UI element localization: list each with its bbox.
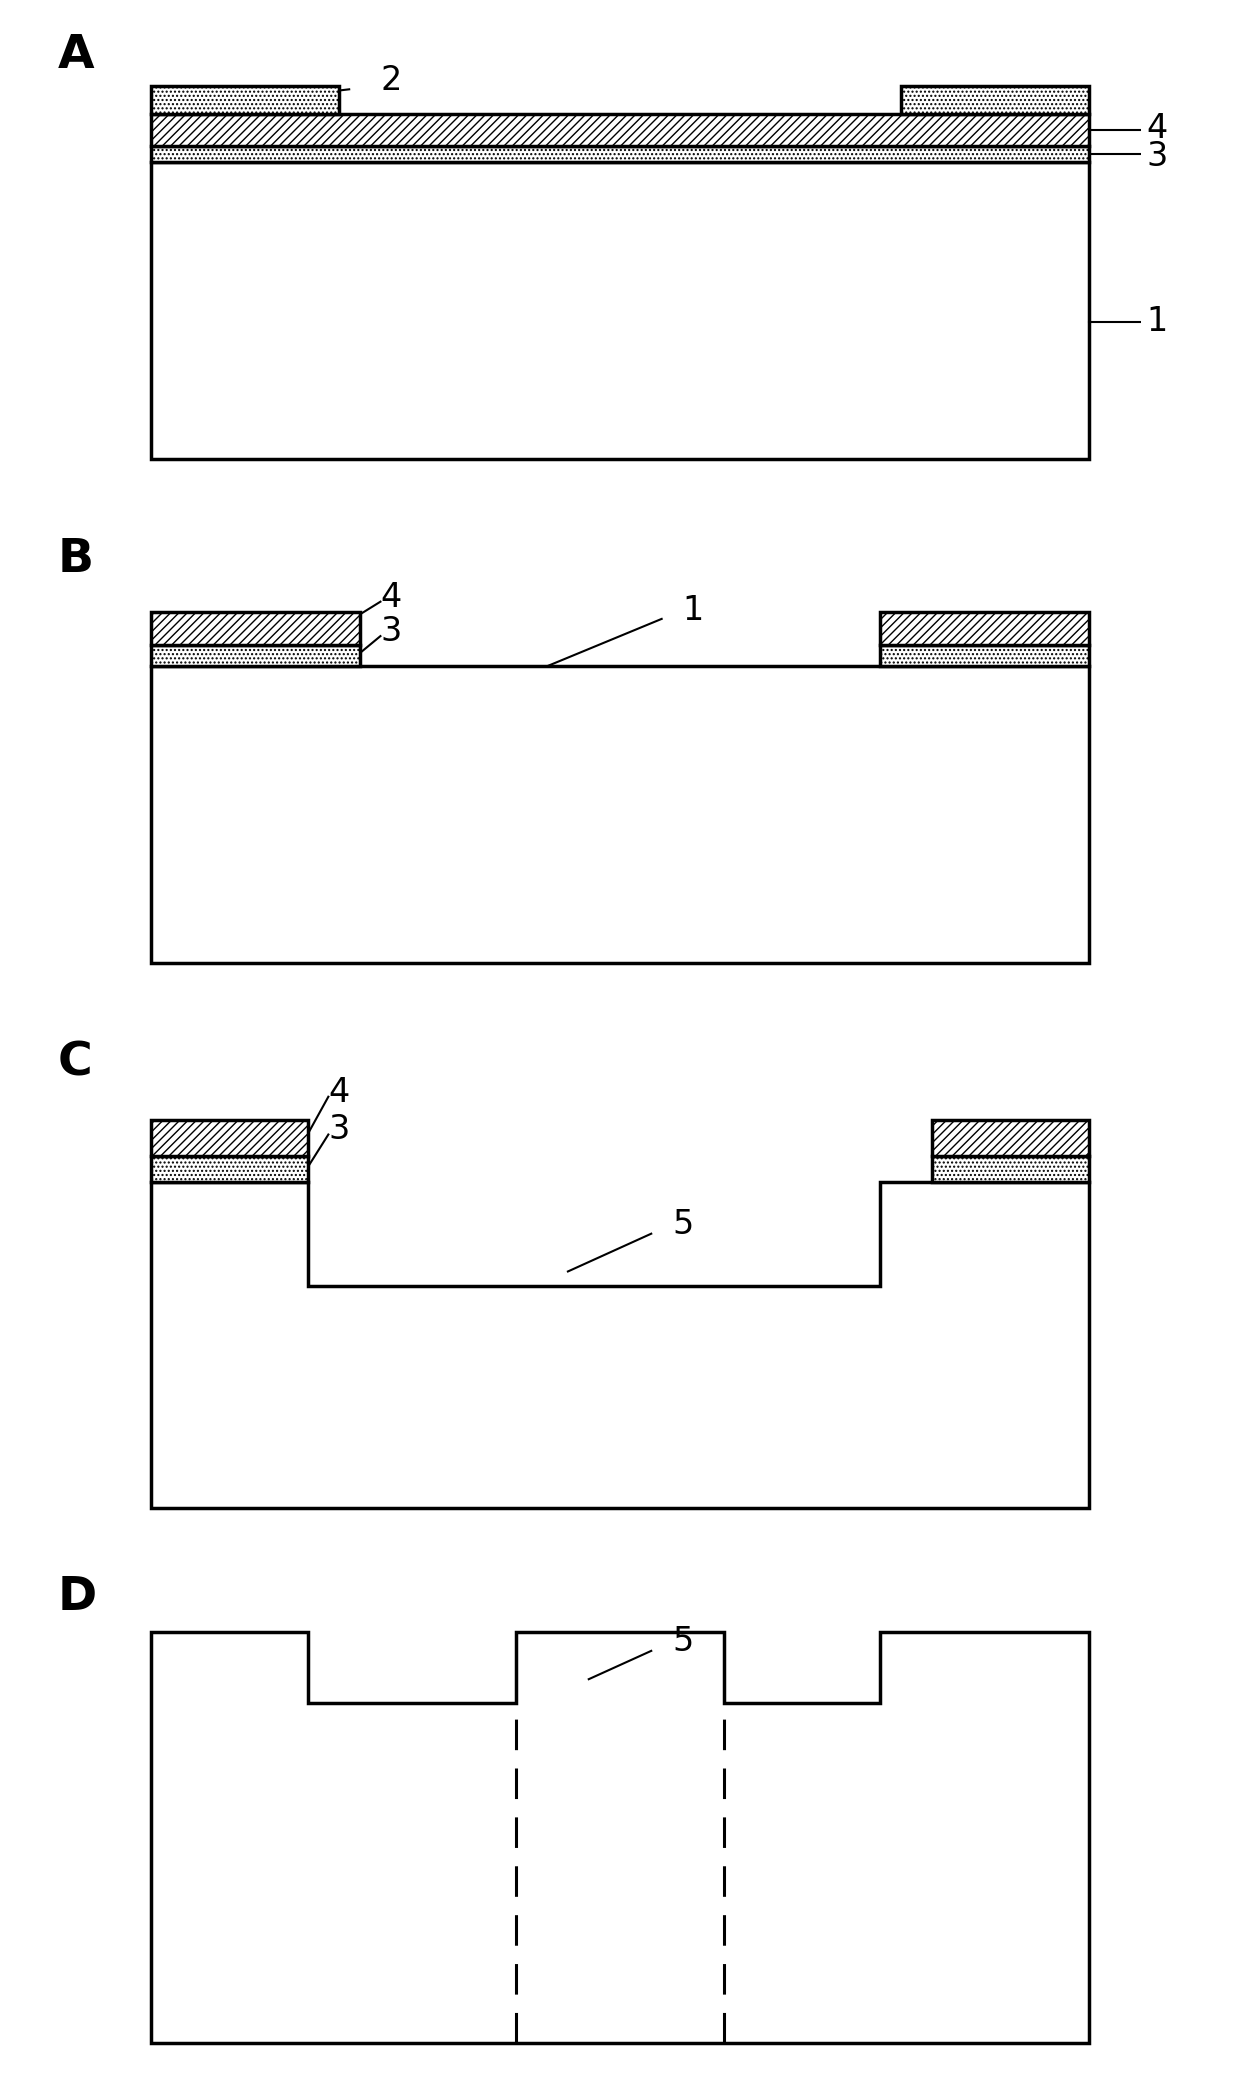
Bar xyxy=(880,613,1089,644)
Text: 4: 4 xyxy=(381,581,402,613)
Bar xyxy=(151,147,1089,162)
Polygon shape xyxy=(151,1633,1089,2042)
Bar xyxy=(151,1121,308,1157)
Bar xyxy=(151,644,360,665)
Text: 3: 3 xyxy=(329,1112,350,1146)
Polygon shape xyxy=(151,1182,1089,1507)
Bar xyxy=(151,113,1089,147)
Text: B: B xyxy=(57,537,94,581)
Text: 4: 4 xyxy=(329,1075,350,1108)
Text: 5: 5 xyxy=(672,1207,693,1241)
Bar xyxy=(151,613,360,644)
Text: 1: 1 xyxy=(1146,304,1167,338)
Bar xyxy=(932,1121,1089,1157)
Bar xyxy=(932,1157,1089,1182)
Text: 1: 1 xyxy=(682,594,704,628)
Bar xyxy=(901,86,1089,113)
Polygon shape xyxy=(151,665,1089,963)
Text: A: A xyxy=(57,34,94,78)
Bar xyxy=(880,644,1089,665)
Text: 5: 5 xyxy=(672,1625,693,1658)
Polygon shape xyxy=(151,162,1089,460)
Bar xyxy=(151,86,339,113)
Bar xyxy=(151,1157,308,1182)
Text: 2: 2 xyxy=(381,65,402,97)
Text: C: C xyxy=(57,1041,92,1085)
Text: 4: 4 xyxy=(1146,111,1167,145)
Text: 3: 3 xyxy=(1146,139,1167,172)
Text: 3: 3 xyxy=(381,615,402,649)
Text: D: D xyxy=(57,1574,97,1620)
